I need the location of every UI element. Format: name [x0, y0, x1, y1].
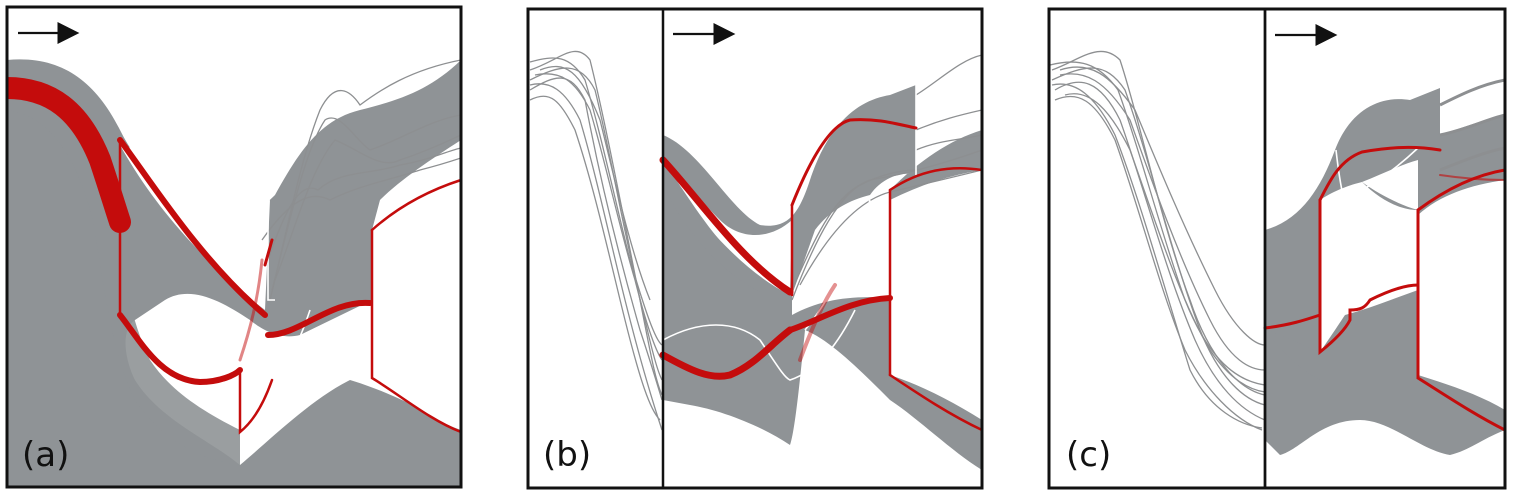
- band-gap: [120, 145, 270, 310]
- panel-b-label: (b): [543, 435, 591, 475]
- highlight-trajectory: [659, 156, 794, 296]
- band-gap: [372, 175, 461, 430]
- trajectory-lines: [261, 59, 461, 301]
- trajectory-lines: [529, 50, 663, 431]
- panel-a-label: (a): [22, 435, 69, 475]
- highlight-trajectory: [1263, 313, 1322, 330]
- band-gap: [890, 170, 982, 420]
- highlight-trajectory: [7, 77, 131, 233]
- panel-b: [529, 50, 982, 470]
- panel-a-frame: [5, 5, 463, 489]
- panel-c-frame: [1047, 7, 1507, 490]
- trajectory-lines: [1049, 50, 1266, 431]
- uncertainty-band: [7, 75, 240, 465]
- panel-c-label: (c): [1066, 435, 1111, 475]
- panel-b-frame: [526, 7, 984, 490]
- panel-a: [7, 59, 461, 487]
- panel-c: [1049, 10, 1505, 488]
